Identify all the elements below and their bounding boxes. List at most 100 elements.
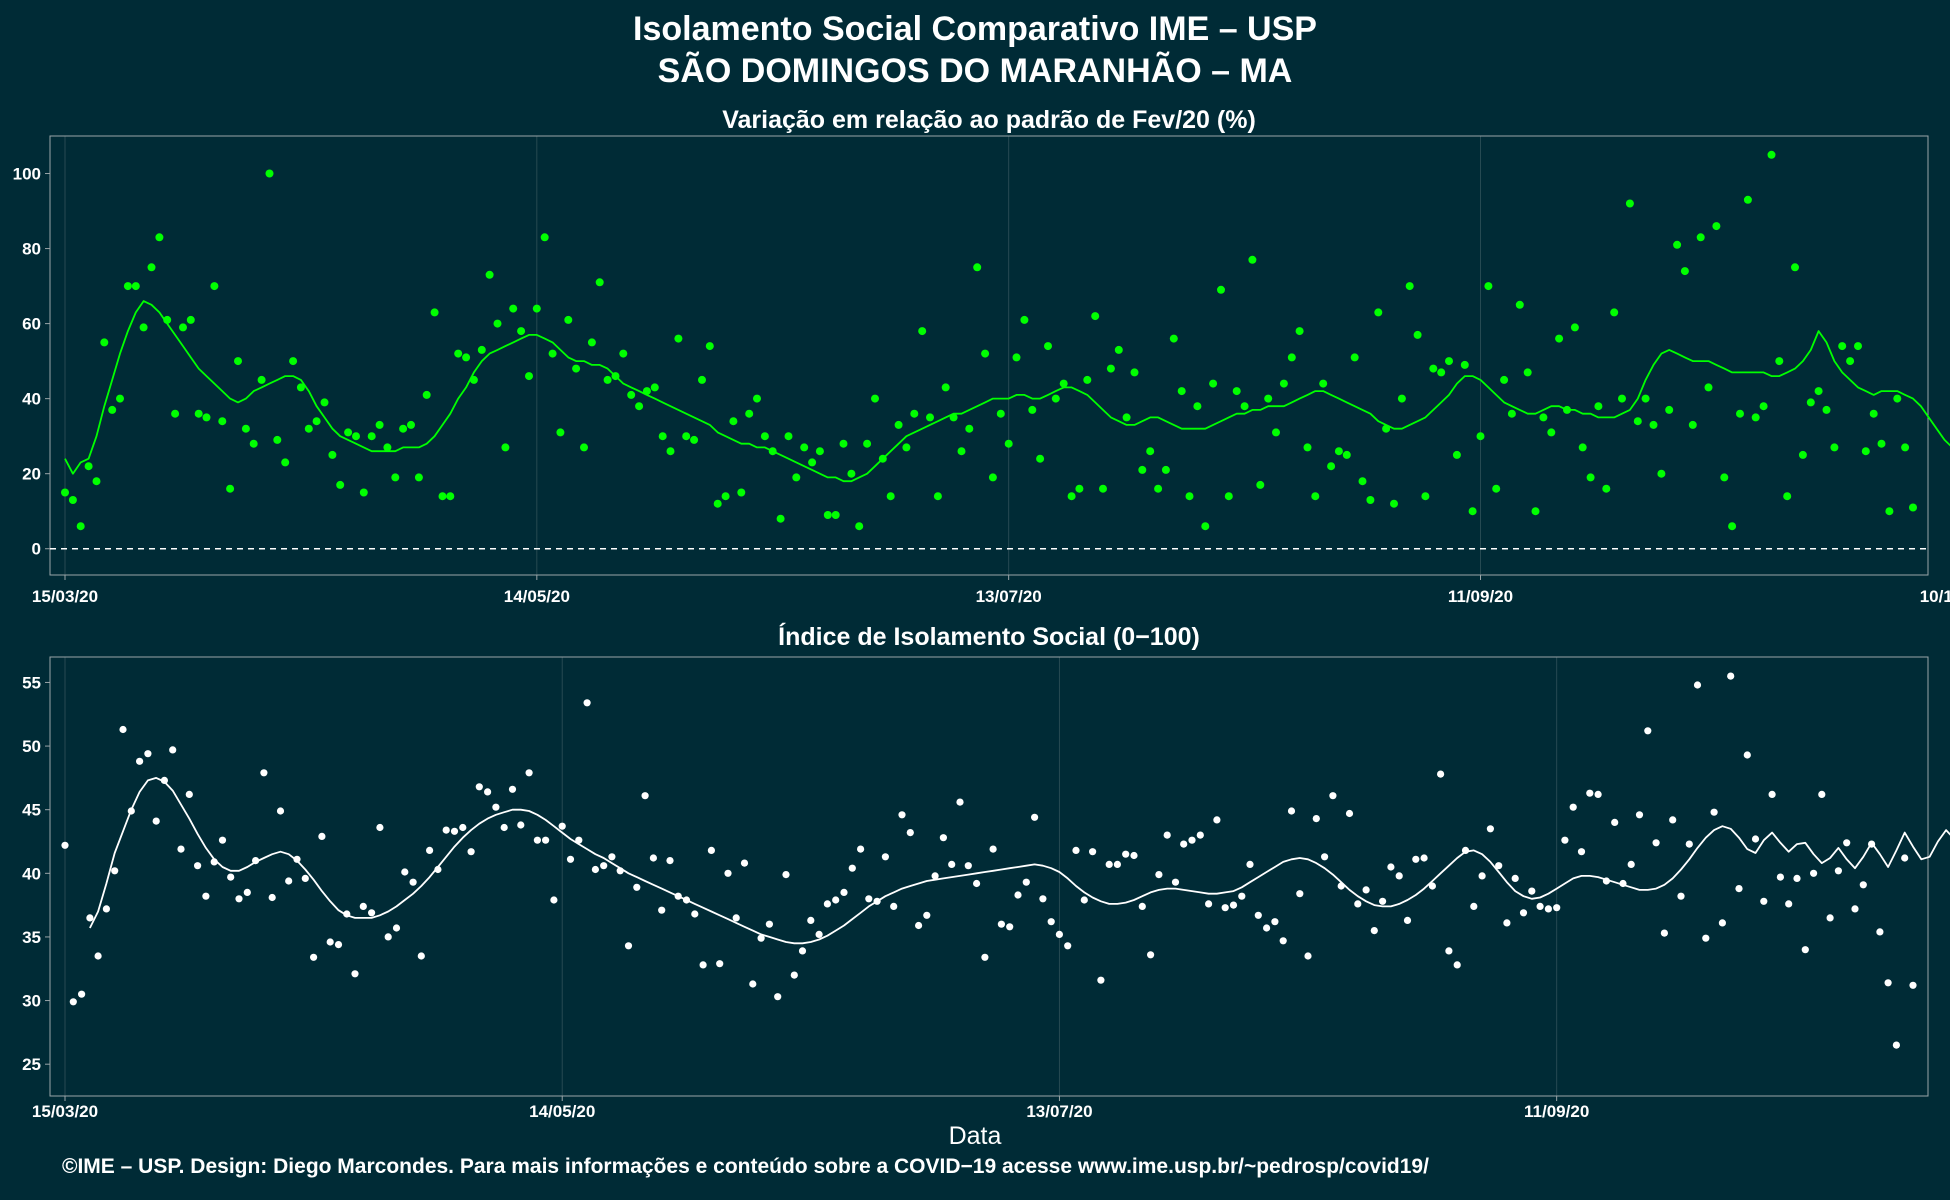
data-point — [1429, 364, 1438, 373]
data-point — [1759, 402, 1768, 411]
data-point — [1775, 357, 1784, 366]
data-point — [857, 845, 865, 853]
data-point — [1264, 394, 1273, 403]
data-point — [484, 788, 492, 796]
data-point — [1633, 417, 1642, 426]
data-point — [1091, 312, 1100, 321]
data-point — [1240, 402, 1249, 411]
data-point — [1644, 727, 1652, 735]
data-point — [1476, 432, 1485, 441]
data-point — [595, 278, 604, 287]
data-point — [1362, 886, 1370, 894]
data-point — [918, 327, 927, 336]
data-point — [1669, 816, 1677, 824]
data-point — [1312, 815, 1320, 823]
data-point — [1012, 353, 1021, 362]
data-point — [1555, 334, 1564, 343]
data-point — [1901, 443, 1910, 452]
data-point — [792, 473, 801, 482]
data-point — [525, 769, 533, 777]
data-point — [808, 458, 817, 467]
data-point — [1146, 447, 1155, 456]
data-point — [713, 499, 722, 508]
data-point — [517, 821, 525, 829]
data-point — [1618, 394, 1626, 403]
data-point — [1428, 882, 1436, 890]
data-point — [234, 357, 242, 366]
data-point — [328, 450, 337, 459]
y-tick-label: 50 — [22, 737, 41, 756]
data-point — [1586, 473, 1595, 482]
data-point — [265, 169, 274, 178]
data-point — [1859, 881, 1867, 889]
data-point — [1500, 375, 1509, 384]
data-point — [1720, 473, 1729, 482]
data-point — [923, 911, 931, 919]
y-tick-label: 25 — [22, 1055, 41, 1074]
data-point — [1561, 836, 1569, 844]
panel-variacao: Variação em relação ao padrão de Fev/20 … — [13, 106, 1950, 606]
data-point — [1358, 477, 1367, 486]
data-point — [1736, 409, 1744, 418]
data-point — [1130, 368, 1139, 377]
data-point — [831, 511, 840, 519]
data-point — [1279, 937, 1287, 945]
data-point — [1610, 308, 1619, 317]
data-point — [1806, 398, 1815, 407]
data-point — [807, 916, 815, 925]
data-point — [1869, 409, 1878, 418]
data-point — [1106, 364, 1115, 373]
data-point — [815, 447, 824, 456]
data-point — [1685, 840, 1693, 848]
data-point — [1570, 323, 1579, 332]
data-point — [1569, 803, 1577, 811]
data-point — [926, 413, 934, 422]
data-point — [1155, 871, 1163, 879]
data-point — [1287, 353, 1296, 362]
data-point — [1044, 342, 1052, 351]
data-point — [840, 888, 848, 897]
data-point — [847, 469, 856, 478]
data-point — [1403, 916, 1412, 925]
data-point — [359, 902, 367, 911]
data-point — [1374, 308, 1383, 317]
chart-title-line2: SÃO DOMINGOS DO MARANHÃO – MA — [657, 52, 1293, 90]
data-point — [619, 349, 628, 358]
data-point — [1547, 428, 1556, 437]
data-point — [1767, 150, 1776, 159]
data-point — [532, 304, 541, 313]
data-point — [414, 473, 423, 482]
data-point — [931, 872, 939, 880]
data-point — [139, 323, 148, 332]
data-point — [848, 864, 856, 872]
data-point — [863, 439, 872, 448]
data-point — [1350, 353, 1359, 362]
data-point — [1577, 848, 1586, 856]
y-tick-label: 60 — [22, 315, 41, 334]
data-point — [1830, 443, 1839, 452]
data-point — [202, 892, 210, 900]
data-point — [318, 832, 326, 841]
data-point — [690, 435, 699, 444]
data-point — [1180, 840, 1188, 848]
data-point — [459, 823, 467, 832]
x-tick-label: 15/03/20 — [32, 1102, 98, 1121]
data-point — [1785, 900, 1793, 908]
data-point — [320, 398, 329, 407]
x-tick-label: 11/09/20 — [1448, 587, 1513, 606]
data-point — [699, 961, 707, 969]
data-point — [1885, 507, 1894, 516]
data-point — [1743, 195, 1752, 204]
data-point — [1114, 345, 1123, 354]
data-point — [493, 319, 502, 328]
data-point — [94, 952, 102, 960]
y-tick-label: 80 — [22, 240, 41, 259]
data-point — [608, 853, 616, 861]
data-point — [136, 757, 144, 765]
data-point — [1586, 789, 1594, 797]
data-point — [1594, 790, 1602, 799]
data-point — [1387, 863, 1395, 871]
data-point — [169, 746, 177, 754]
data-point — [1113, 860, 1121, 869]
